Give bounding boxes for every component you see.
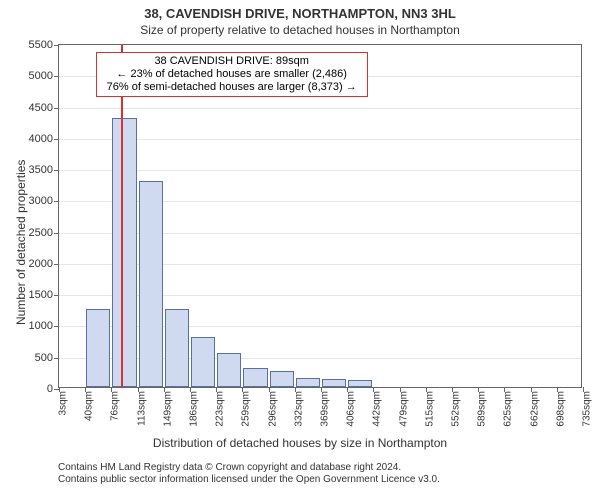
footer-line-1: Contains HM Land Registry data © Crown c…: [58, 462, 440, 474]
y-axis-label: Number of detached properties: [14, 160, 28, 325]
x-tick-label: 113sqm: [136, 387, 147, 426]
x-tick-label: 589sqm: [477, 387, 488, 427]
x-tick-label: 296sqm: [267, 387, 278, 427]
x-tick-label: 552sqm: [451, 387, 462, 427]
x-tick-label: 662sqm: [529, 387, 540, 427]
annotation-line: ← 23% of detached houses are smaller (2,…: [101, 68, 363, 81]
histogram-bar: [86, 309, 110, 387]
y-tick-label: 1500: [29, 289, 59, 301]
annotation-box: 38 CAVENDISH DRIVE: 89sqm← 23% of detach…: [96, 52, 368, 98]
annotation-line: 38 CAVENDISH DRIVE: 89sqm: [101, 55, 363, 68]
x-tick-label: 332sqm: [293, 387, 304, 427]
x-tick-label: 442sqm: [372, 387, 383, 427]
y-tick-label: 5000: [29, 70, 59, 82]
footer-attribution: Contains HM Land Registry data © Crown c…: [58, 462, 440, 486]
gridline: [59, 358, 581, 359]
x-tick-label: 698sqm: [555, 387, 566, 427]
x-tick-label: 369sqm: [320, 387, 331, 427]
histogram-bar: [270, 371, 294, 387]
gridline: [59, 201, 581, 202]
histogram-bar: [296, 378, 320, 387]
x-tick-label: 259sqm: [241, 387, 252, 427]
gridline: [59, 139, 581, 140]
gridline: [59, 233, 581, 234]
footer-line-2: Contains public sector information licen…: [58, 474, 440, 486]
y-tick-label: 500: [35, 352, 59, 364]
x-tick-label: 3sqm: [58, 387, 69, 415]
x-tick-label: 735sqm: [582, 387, 593, 427]
x-tick-label: 515sqm: [424, 387, 435, 427]
histogram-bar: [217, 353, 241, 387]
gridline: [59, 108, 581, 109]
x-tick-label: 186sqm: [189, 387, 200, 427]
x-axis-label: Distribution of detached houses by size …: [0, 436, 600, 450]
x-tick-label: 149sqm: [162, 387, 173, 427]
y-tick-label: 3000: [29, 195, 59, 207]
histogram-bar: [243, 368, 267, 387]
y-tick-label: 2000: [29, 258, 59, 270]
gridline: [59, 170, 581, 171]
x-tick-label: 223sqm: [215, 387, 226, 427]
y-tick-label: 4500: [29, 102, 59, 114]
y-tick-label: 2500: [29, 227, 59, 239]
y-tick-label: 4000: [29, 133, 59, 145]
x-tick-label: 625sqm: [503, 387, 514, 427]
gridline: [59, 264, 581, 265]
plot-area: 0500100015002000250030003500400045005000…: [58, 44, 582, 388]
y-tick-label: 3500: [29, 164, 59, 176]
histogram-bar: [165, 309, 189, 387]
gridline: [59, 326, 581, 327]
chart-title: 38, CAVENDISH DRIVE, NORTHAMPTON, NN3 3H…: [0, 6, 600, 21]
y-tick-label: 5500: [29, 39, 59, 51]
x-tick-label: 76sqm: [110, 387, 121, 421]
y-tick-label: 1000: [29, 320, 59, 332]
x-tick-label: 479sqm: [398, 387, 409, 427]
histogram-bar: [191, 337, 215, 387]
histogram-bar: [139, 181, 163, 387]
chart-subtitle: Size of property relative to detached ho…: [0, 23, 600, 37]
gridline: [59, 295, 581, 296]
histogram-bar: [322, 379, 346, 387]
histogram-bar: [112, 118, 136, 387]
annotation-line: 76% of semi-detached houses are larger (…: [101, 81, 363, 94]
x-tick-label: 40sqm: [84, 387, 95, 421]
histogram-bar: [348, 380, 372, 388]
x-tick-label: 406sqm: [346, 387, 357, 427]
